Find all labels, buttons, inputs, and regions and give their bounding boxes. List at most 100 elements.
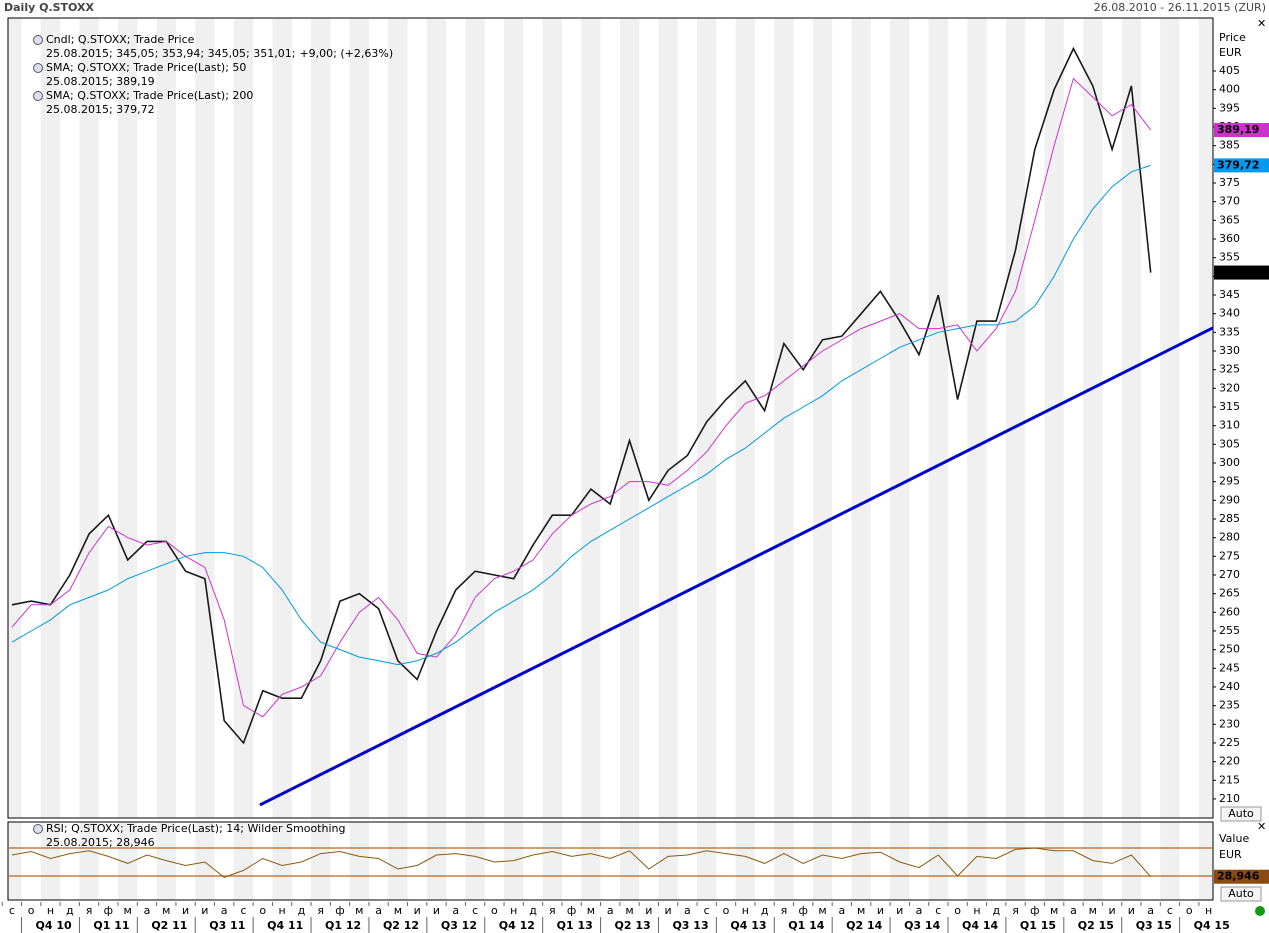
- month-label: я: [317, 904, 324, 917]
- month-label: и: [877, 904, 884, 917]
- month-label: м: [857, 904, 865, 917]
- value-tag: [1214, 869, 1269, 884]
- month-label: а: [1070, 904, 1077, 917]
- month-label: а: [452, 904, 459, 917]
- month-stripe: [1160, 18, 1180, 818]
- auto-button[interactable]: [1220, 886, 1262, 902]
- quarter-label: Q1 13: [557, 919, 593, 932]
- legend-name: SMA; Q.STOXX; Trade Price(Last); 200: [46, 89, 253, 102]
- y-tick-label: 325: [1219, 363, 1240, 376]
- quarter-label: Q3 11: [209, 919, 245, 932]
- month-stripe: [465, 822, 485, 900]
- month-label: с: [472, 904, 478, 917]
- month-label: о: [28, 904, 35, 917]
- month-stripe: [619, 18, 640, 818]
- close-icon[interactable]: ✕: [1257, 17, 1266, 30]
- y-tick-label: 355: [1219, 251, 1240, 264]
- legend-detail: 25.08.2015; 379,72: [46, 103, 155, 116]
- month-label: м: [124, 904, 132, 917]
- legend-name: Cndl; Q.STOXX; Trade Price: [46, 33, 195, 46]
- auto-button[interactable]: [1220, 806, 1262, 822]
- y-tick-label: 245: [1219, 661, 1240, 674]
- month-label: о: [259, 904, 266, 917]
- month-stripe: [542, 18, 562, 818]
- month-stripe: [426, 822, 447, 900]
- month-stripe: [40, 18, 61, 818]
- y-tick-label: 330: [1219, 344, 1240, 357]
- value-tag-label: 351,01: [1217, 266, 1259, 279]
- month-stripe: [388, 822, 408, 900]
- price-frame: [7, 17, 1214, 819]
- legend-change: +9,00; (+2,63%): [299, 47, 393, 60]
- close-icon[interactable]: ✕: [1257, 820, 1266, 833]
- month-stripe: [272, 822, 292, 900]
- month-label: и: [433, 904, 440, 917]
- month-label: с: [9, 904, 15, 917]
- quarter-label: Q3 12: [441, 919, 477, 932]
- quarter-label: Q3 14: [904, 919, 940, 932]
- month-stripe: [851, 18, 871, 818]
- y-tick-label: 280: [1219, 531, 1240, 544]
- month-stripe: [812, 18, 833, 818]
- quarter-label: Q2 13: [615, 919, 651, 932]
- month-label: а: [375, 904, 382, 917]
- month-stripe: [465, 18, 485, 818]
- month-label: д: [298, 904, 306, 917]
- month-label: а: [607, 904, 614, 917]
- legend-name: RSI; Q.STOXX; Trade Price(Last); 14; Wil…: [46, 822, 345, 835]
- y-tick-label: 345: [1219, 288, 1240, 301]
- month-stripe: [40, 822, 61, 900]
- legend-icon[interactable]: [33, 91, 43, 101]
- y-tick-label: 310: [1219, 419, 1240, 432]
- legend-icon[interactable]: [33, 63, 43, 73]
- status-dot: [1255, 906, 1265, 916]
- y-tick-label: 220: [1219, 755, 1240, 768]
- legend-name: SMA; Q.STOXX; Trade Price(Last); 50: [46, 61, 246, 74]
- axis-title: Value: [1219, 832, 1249, 845]
- legend-icon[interactable]: [33, 824, 43, 834]
- quarter-label: Q4 14: [962, 919, 998, 932]
- month-label: д: [529, 904, 537, 917]
- month-stripe: [812, 822, 833, 900]
- month-label: и: [896, 904, 903, 917]
- month-stripe: [233, 822, 254, 900]
- month-label: д: [761, 904, 769, 917]
- month-label: н: [973, 904, 980, 917]
- month-label: ф: [1030, 904, 1039, 917]
- month-label: и: [1108, 904, 1115, 917]
- month-stripe: [774, 822, 794, 900]
- y-tick-label: 320: [1219, 381, 1240, 394]
- month-label: о: [723, 904, 730, 917]
- rsi-frame: [7, 821, 1214, 901]
- window-title: Daily Q.STOXX: [4, 1, 94, 14]
- y-tick-label: 335: [1219, 325, 1240, 338]
- y-tick-label: 225: [1219, 736, 1240, 749]
- value-tag-label: 389,19: [1217, 123, 1259, 136]
- quarter-label: Q4 12: [499, 919, 535, 932]
- y-tick-label: 290: [1219, 493, 1240, 506]
- month-stripe: [79, 18, 99, 818]
- month-label: с: [704, 904, 710, 917]
- month-stripe: [8, 18, 22, 818]
- month-stripe: [311, 18, 331, 818]
- month-label: и: [1128, 904, 1135, 917]
- month-stripe: [233, 18, 254, 818]
- month-label: д: [992, 904, 1000, 917]
- quarter-label: Q1 11: [93, 919, 129, 932]
- y-tick-label: 400: [1219, 83, 1240, 96]
- month-label: я: [781, 904, 788, 917]
- month-stripe: [619, 822, 640, 900]
- legend-icon[interactable]: [33, 35, 43, 45]
- month-label: с: [935, 904, 941, 917]
- month-label: а: [838, 904, 845, 917]
- month-label: м: [587, 904, 595, 917]
- month-stripe: [8, 822, 22, 900]
- month-stripe: [1044, 18, 1064, 818]
- y-tick-label: 405: [1219, 64, 1240, 77]
- month-stripe: [426, 18, 447, 818]
- y-tick-label: 340: [1219, 307, 1240, 320]
- month-label: а: [144, 904, 151, 917]
- month-label: и: [645, 904, 652, 917]
